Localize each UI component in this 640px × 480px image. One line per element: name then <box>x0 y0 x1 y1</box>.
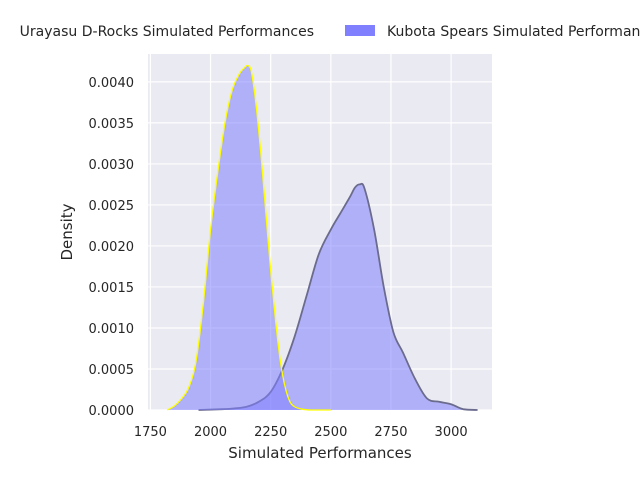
y-tick-label: 0.0010 <box>89 322 135 337</box>
x-tick-label: 2500 <box>314 425 347 440</box>
x-tick-label: 3000 <box>435 425 468 440</box>
legend-swatch-kubota <box>345 25 375 36</box>
y-tick-label: 0.0005 <box>89 363 135 378</box>
y-tick-label: 0.0030 <box>89 158 135 173</box>
y-tick-label: 0.0020 <box>89 240 135 255</box>
x-tick-label: 2250 <box>254 425 287 440</box>
x-tick-label: 1750 <box>134 425 167 440</box>
x-axis-ticks: 1750 2000 2250 2500 2750 3000 <box>134 425 468 440</box>
density-area-kubota-fill <box>198 183 478 410</box>
legend-label-kubota: Kubota Spears Simulated Performances <box>387 24 640 40</box>
density-area-urayasu-line <box>166 64 331 411</box>
x-tick-label: 2000 <box>194 425 227 440</box>
y-tick-label: 0.0040 <box>89 76 135 91</box>
y-tick-label: 0.0025 <box>89 199 135 214</box>
y-axis-ticks: 0.0000 0.0005 0.0010 0.0015 0.0020 0.0025 0.00… <box>89 76 135 419</box>
legend-label-urayasu: Urayasu D-Rocks Simulated Performances <box>20 24 314 40</box>
y-tick-label: 0.0015 <box>89 281 135 296</box>
x-tick-label: 2750 <box>374 425 407 440</box>
legend: Urayasu D-Rocks Simulated Performances K… <box>20 24 640 40</box>
density-area-urayasu-fill <box>167 65 331 410</box>
density-areas <box>166 64 478 411</box>
y-axis-title: Density <box>58 203 76 260</box>
y-tick-label: 0.0000 <box>89 404 135 419</box>
y-tick-label: 0.0035 <box>89 117 135 132</box>
x-axis-title: Simulated Performances <box>228 444 412 462</box>
